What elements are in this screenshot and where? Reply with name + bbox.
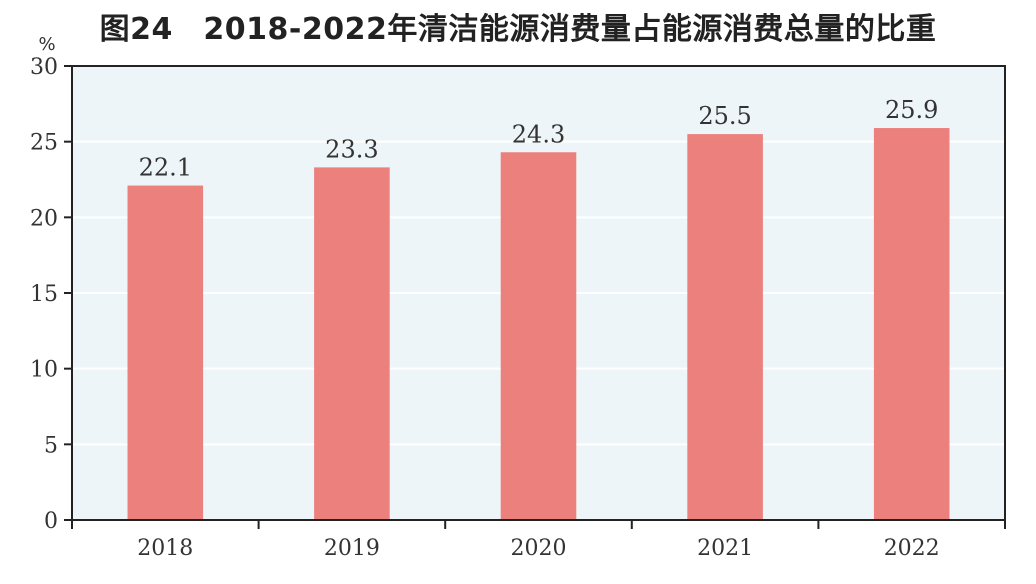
y-axis-unit: % <box>38 34 55 55</box>
data-label: 23.3 <box>325 135 378 163</box>
y-tick-label: 5 <box>44 433 58 458</box>
bar <box>873 128 950 520</box>
x-tick-label: 2019 <box>324 536 380 561</box>
data-label: 22.1 <box>139 154 192 182</box>
bar <box>687 134 763 520</box>
y-tick-label: 10 <box>30 358 58 383</box>
data-label: 24.3 <box>512 120 565 148</box>
y-tick-label: 0 <box>44 509 58 534</box>
y-tick-label: 30 <box>30 55 58 80</box>
x-tick-label: 2022 <box>884 536 940 561</box>
x-tick-label: 2020 <box>511 536 567 561</box>
bars <box>127 128 950 521</box>
chart-title: 图24 2018-2022年清洁能源消费量占能源消费总量的比重 <box>99 12 937 47</box>
x-tick-label: 2018 <box>137 536 193 561</box>
data-label: 25.9 <box>885 96 938 124</box>
y-tick-label: 25 <box>30 131 58 156</box>
data-label: 25.5 <box>698 102 751 130</box>
bar <box>500 152 577 520</box>
y-tick-label: 15 <box>30 282 58 307</box>
axes: 0 5 10 15 20 25 30 2018 2019 2020 2021 2022 <box>30 55 1006 561</box>
bar <box>127 185 204 520</box>
x-tick-label: 2021 <box>697 536 753 561</box>
y-tick-label: 20 <box>30 206 58 231</box>
bar <box>314 167 390 521</box>
data-labels: 22.1 23.3 24.3 25.5 25.9 <box>139 96 939 182</box>
